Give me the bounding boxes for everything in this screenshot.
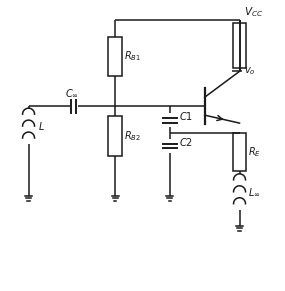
Text: $v_o$: $v_o$ (243, 65, 255, 77)
Bar (108, 116, 122, 156)
Bar (108, 37, 122, 76)
Text: $R_E$: $R_E$ (249, 145, 262, 159)
Text: $V_{CC}$: $V_{CC}$ (243, 5, 263, 19)
Text: $C1$: $C1$ (179, 110, 193, 122)
Text: $C2$: $C2$ (179, 136, 193, 148)
Text: $R_{B2}$: $R_{B2}$ (124, 129, 141, 143)
Bar (233, 133, 247, 171)
Text: $R_{B1}$: $R_{B1}$ (124, 49, 141, 63)
Text: $L$: $L$ (38, 120, 44, 132)
Bar (233, 23, 247, 68)
Text: $L_{\infty}$: $L_{\infty}$ (249, 186, 261, 198)
Text: $C_{\infty}$: $C_{\infty}$ (65, 87, 79, 99)
